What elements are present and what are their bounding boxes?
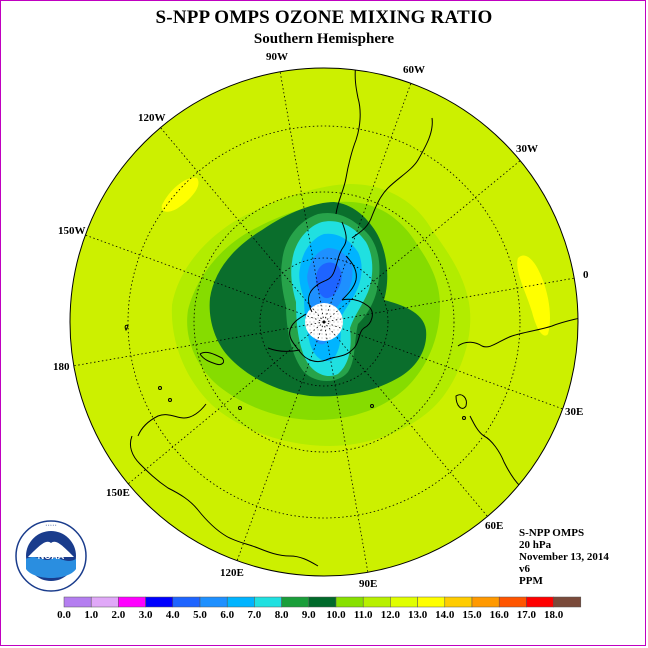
color-scale-tick-label: 2.0: [112, 609, 126, 621]
color-scale-box: [553, 596, 582, 608]
color-scale-box: [417, 596, 446, 608]
color-scale-tick-label: 6.0: [220, 609, 234, 621]
color-scale-boxes: [63, 596, 582, 608]
lon-label-30w: 30W: [516, 143, 538, 155]
color-scale-box: [145, 596, 174, 608]
color-scale-tick-label: 13.0: [408, 609, 428, 621]
lon-label-180: 180: [53, 361, 70, 373]
color-scale-tick-label: 1.0: [84, 609, 98, 621]
noaa-logo-text: NOAA: [38, 551, 65, 561]
color-scale-tick-label: 11.0: [354, 609, 373, 621]
coast-australia: [129, 435, 319, 567]
color-scale-box: [90, 596, 119, 608]
coast-africa: [457, 317, 578, 348]
meridian-0: [323, 277, 576, 323]
color-scale-box: [390, 596, 418, 608]
coast-antarctica-ross: [267, 347, 301, 352]
info-version: v6: [519, 563, 530, 575]
color-scale-box: [444, 596, 473, 608]
ozone-contours: [124, 68, 578, 567]
coast-nz-south: [199, 351, 225, 365]
color-scale-box: [362, 596, 391, 608]
lon-label-90w: 90W: [266, 51, 288, 63]
longitude-labels: 90W 60W 30W 0 30E 60E 90E 120E 150E 180 …: [53, 51, 589, 590]
color-scale-tick-label: 7.0: [248, 609, 262, 621]
color-scale-box: [471, 596, 500, 608]
coast-antarctica-wedge: [341, 255, 357, 301]
latitude-circle-50s: [193, 191, 455, 453]
color-scale-box: [226, 596, 255, 608]
color-scale-tick-label: 5.0: [193, 609, 207, 621]
lon-label-120w: 120W: [138, 112, 166, 124]
coast-madagascar: [455, 394, 467, 409]
color-scale-box: [498, 596, 527, 608]
color-scale-tick-label: 15.0: [462, 609, 482, 621]
color-scale-box: [254, 596, 282, 608]
map-subtitle: Southern Hemisphere: [253, 31, 395, 47]
color-scale-tick-label: 17.0: [517, 609, 537, 621]
lon-label-60w: 60W: [403, 64, 425, 76]
color-scale-box: [281, 596, 310, 608]
color-scale-tick-label: 14.0: [435, 609, 455, 621]
color-scale: 0.0 1.0 2.0 3.0 4.0 5.0 6.0 7.0 8.0 9.0 10.0 11.0 12…: [57, 596, 582, 621]
graticule: [72, 70, 576, 574]
coast-new-zealand: [124, 324, 129, 332]
lon-label-150w: 150W: [58, 225, 86, 237]
meridian-180: [72, 321, 325, 367]
meridian-90e: [323, 321, 369, 574]
info-date: November 13, 2014: [519, 551, 609, 563]
color-scale-tick-label: 8.0: [275, 609, 289, 621]
lon-label-120e: 120E: [220, 567, 244, 579]
info-pressure: 20 hPa: [519, 539, 552, 551]
coastlines: [124, 68, 578, 567]
coast-south-america-east: [351, 117, 433, 239]
noaa-logo: NOAA * * * * *: [15, 520, 87, 592]
map-title: S-NPP OMPS OZONE MIXING RATIO: [155, 7, 493, 28]
color-scale-box: [172, 596, 201, 608]
contour-4ppm: [315, 262, 342, 299]
info-units: PPM: [519, 575, 543, 587]
coast-south-america: [335, 68, 361, 215]
latitude-circle-30s: [127, 125, 521, 519]
color-scale-box: [199, 596, 228, 608]
coast-antarctica-east: [289, 298, 373, 363]
color-scale-box: [118, 596, 146, 608]
lon-label-90e: 90E: [359, 578, 377, 590]
color-scale-ticks: 0.0 1.0 2.0 3.0 4.0 5.0 6.0 7.0 8.0 9.0 10.0 11.0 12…: [57, 609, 564, 621]
color-scale-tick-label: 4.0: [166, 609, 180, 621]
lon-label-60e: 60E: [485, 520, 503, 532]
lon-label-30e: 30E: [565, 406, 583, 418]
color-scale-box: [335, 596, 364, 608]
lon-label-0: 0: [583, 269, 589, 281]
coast-antarctic-peninsula: [308, 221, 347, 313]
coast-australia-north: [137, 403, 207, 437]
color-scale-tick-label: 18.0: [544, 609, 564, 621]
color-scale-box: [63, 596, 92, 608]
map-boundary: [69, 67, 579, 577]
meridian-30w: [323, 159, 522, 323]
color-scale-tick-label: 0.0: [57, 609, 71, 621]
meridian-90w: [279, 70, 325, 323]
color-scale-tick-label: 12.0: [381, 609, 401, 621]
color-scale-box: [526, 596, 554, 608]
latitude-circle-70s: [259, 257, 389, 387]
color-scale-tick-label: 16.0: [490, 609, 510, 621]
info-instrument: S-NPP OMPS: [519, 527, 585, 539]
yellow-patch-west: [161, 177, 199, 212]
color-scale-tick-label: 3.0: [139, 609, 153, 621]
meridian-60e: [323, 321, 489, 518]
yellow-patch-east: [517, 255, 550, 336]
svg-text:* * * * *: * * * * *: [46, 524, 57, 528]
color-scale-box: [308, 596, 337, 608]
lon-label-150e: 150E: [106, 487, 130, 499]
color-scale-tick-label: 10.0: [326, 609, 346, 621]
meridian-120w: [159, 126, 325, 323]
color-scale-tick-label: 9.0: [302, 609, 316, 621]
coast-africa-east: [469, 415, 521, 487]
